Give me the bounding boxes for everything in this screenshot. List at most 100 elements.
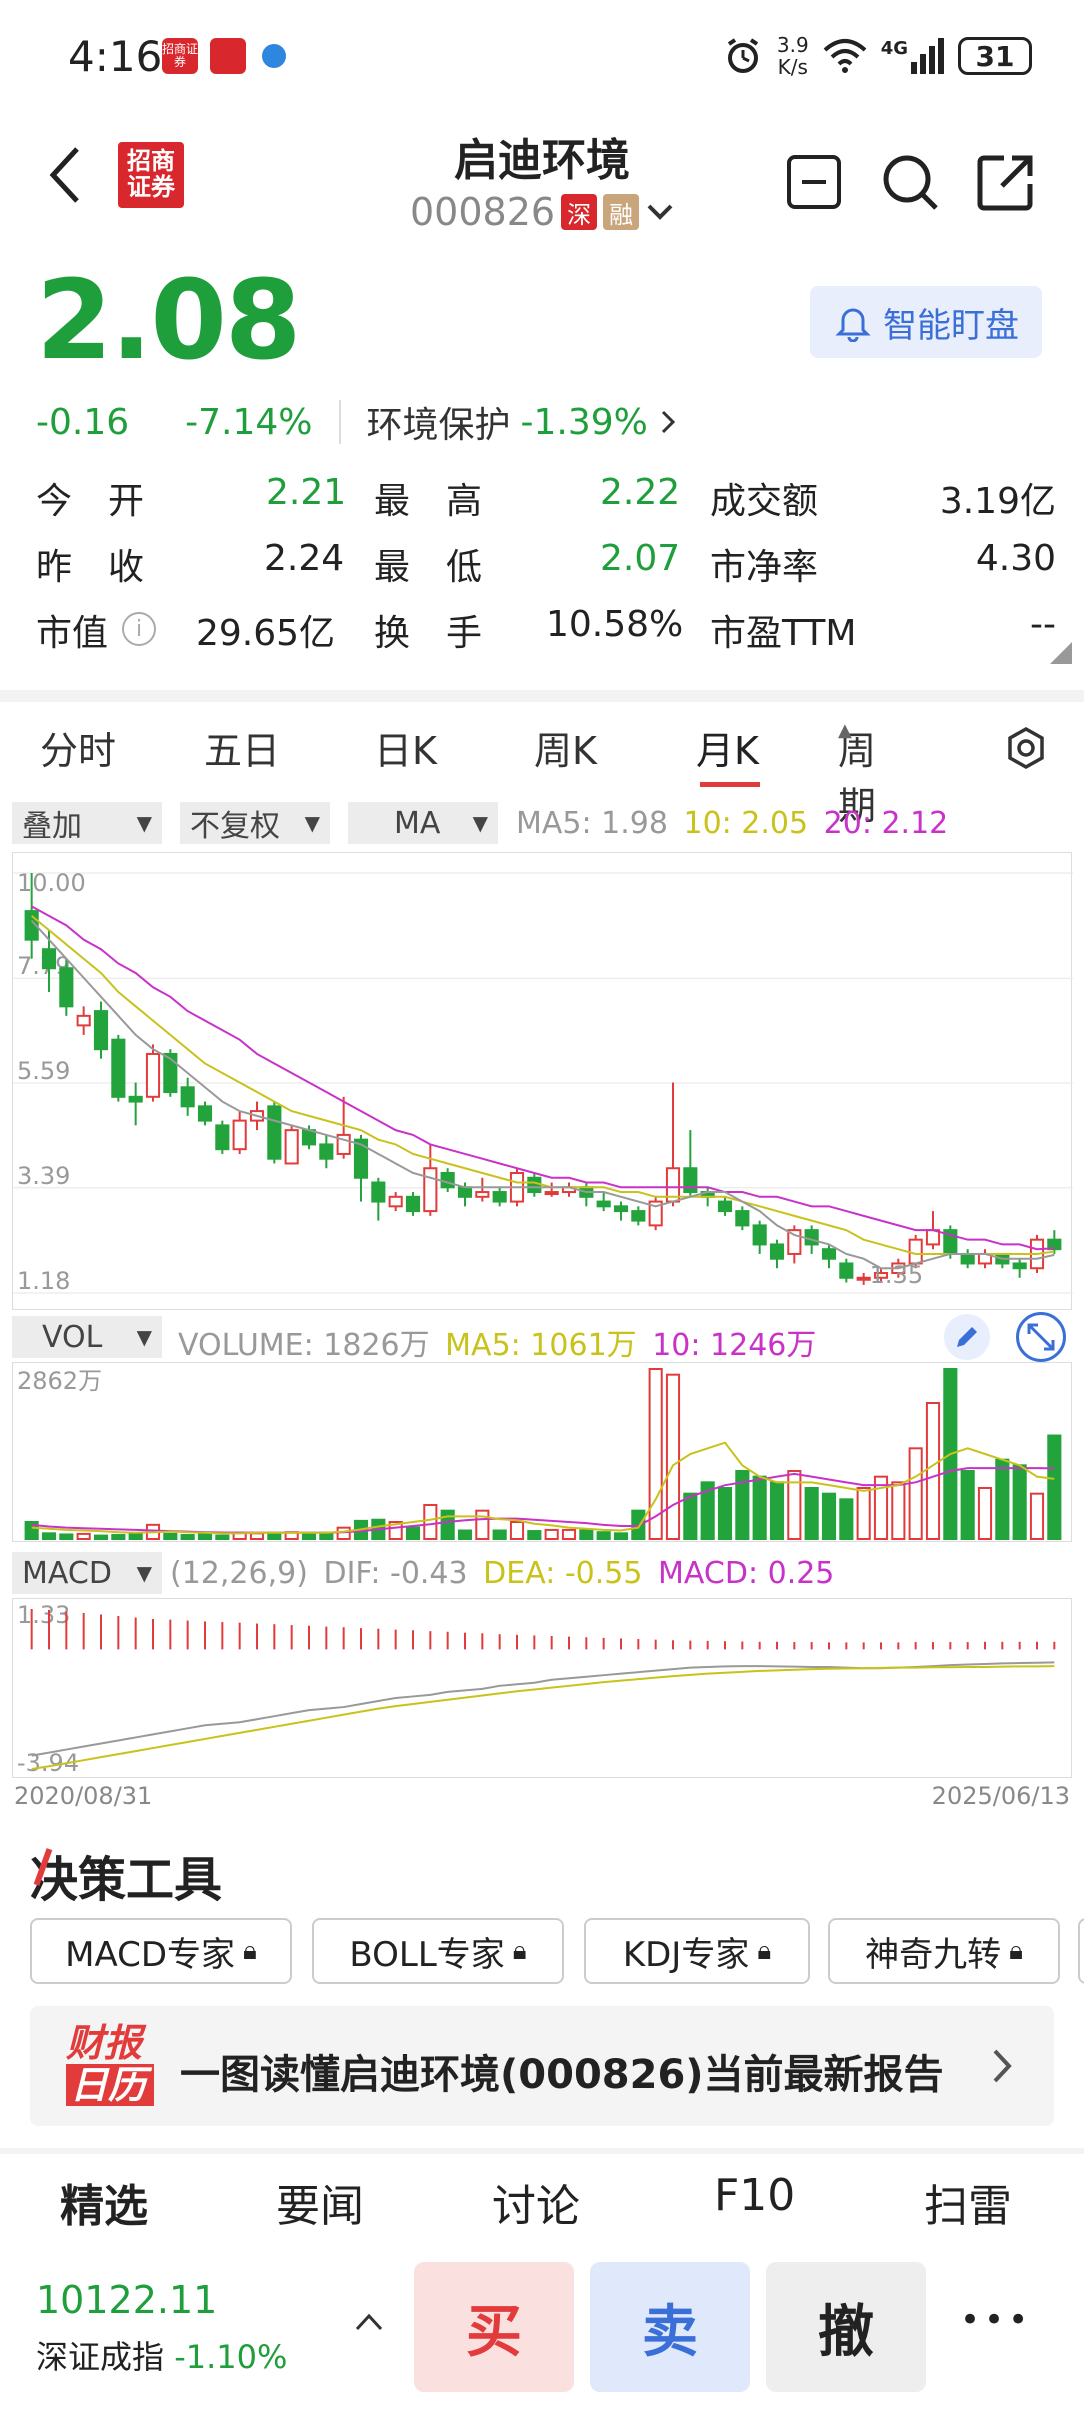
candle-body bbox=[804, 1229, 819, 1246]
x-axis-end: 2025/06/13 bbox=[931, 1782, 1070, 1810]
min-price-label: 1.35 bbox=[870, 1261, 923, 1289]
draw-button[interactable] bbox=[944, 1314, 990, 1360]
volume-bar bbox=[908, 1447, 923, 1540]
tab-discussion[interactable]: 讨论 bbox=[492, 2181, 580, 2232]
report-banner[interactable]: 财报 日历 一图读懂启迪环境(000826)当前最新报告 bbox=[30, 2006, 1054, 2126]
tab-f10[interactable]: F10 bbox=[714, 2170, 796, 2221]
share-button[interactable] bbox=[976, 152, 1036, 212]
candle-body bbox=[41, 948, 57, 970]
tab-monthly-k[interactable]: 月K bbox=[696, 729, 759, 773]
volume-bar bbox=[960, 1470, 975, 1540]
volume-bar bbox=[873, 1475, 889, 1540]
sector-link[interactable]: 环境保护 -1.39% bbox=[367, 396, 678, 448]
tab-daily-k[interactable]: 日K bbox=[374, 729, 437, 773]
candle-body bbox=[752, 1224, 767, 1246]
stock-code-selector[interactable]: 000826 深 融 bbox=[410, 190, 675, 234]
tab-risk-scan[interactable]: 扫雷 bbox=[924, 2181, 1012, 2232]
candle-body bbox=[457, 1186, 473, 1198]
adjust-dropdown[interactable]: 不复权 ▼ bbox=[180, 802, 330, 844]
kdj-expert-button[interactable]: KDJ专家 🔒︎ bbox=[584, 1918, 810, 1984]
tools-title: 决策工具 bbox=[30, 1852, 223, 1908]
stock-title: 启迪环境 bbox=[454, 135, 630, 186]
more-tool-button[interactable] bbox=[1078, 1918, 1084, 1984]
candle-body bbox=[735, 1210, 750, 1227]
volume-bar bbox=[76, 1532, 91, 1540]
volume-bar bbox=[613, 1532, 629, 1540]
ma-dropdown[interactable]: MA ▼ bbox=[348, 802, 498, 844]
volume-bar bbox=[769, 1481, 785, 1541]
lock-icon: 🔒︎ bbox=[757, 1935, 772, 1966]
tab-five-day[interactable]: 五日 bbox=[204, 729, 281, 773]
candle-body bbox=[908, 1238, 923, 1265]
info-icon[interactable]: i bbox=[122, 612, 156, 646]
volume-bar bbox=[388, 1521, 403, 1540]
cancel-order-button[interactable]: 撤 bbox=[766, 2262, 926, 2392]
dea-line bbox=[31, 1665, 1055, 1770]
vol-dropdown[interactable]: VOL ▼ bbox=[12, 1316, 162, 1358]
index-pct: -1.10% bbox=[174, 2338, 288, 2376]
boll-expert-button[interactable]: BOLL专家 🔒︎ bbox=[312, 1918, 564, 1984]
settings-icon[interactable] bbox=[1004, 726, 1048, 770]
volume-bar bbox=[440, 1509, 455, 1541]
back-button[interactable] bbox=[40, 140, 90, 210]
candle-body bbox=[197, 1105, 213, 1122]
tab-weekly-k[interactable]: 周K bbox=[534, 729, 597, 773]
buy-button[interactable]: 买 bbox=[414, 2262, 574, 2392]
minimize-button[interactable] bbox=[786, 154, 842, 210]
stat-label: 最 高 bbox=[374, 481, 483, 522]
report-logo: 财报 日历 bbox=[66, 2022, 154, 2110]
tab-news[interactable]: 要闻 bbox=[276, 2181, 364, 2232]
candle-body bbox=[59, 967, 74, 1008]
macd-max-label: 1.33 bbox=[17, 1601, 70, 1629]
candle-body bbox=[215, 1124, 230, 1151]
status-time: 4:16 bbox=[68, 32, 163, 81]
fullscreen-button[interactable] bbox=[1016, 1312, 1066, 1362]
dropdown-icon: ▼ bbox=[136, 1561, 152, 1585]
volume-bar bbox=[163, 1532, 178, 1540]
candle-body bbox=[284, 1129, 299, 1165]
macd-expert-button[interactable]: MACD专家 🔒︎ bbox=[30, 1918, 292, 1984]
expand-corner-icon[interactable] bbox=[1050, 642, 1072, 664]
volume-bar bbox=[735, 1470, 750, 1540]
macd-legend: (12,26,9) DIF: -0.43 DEA: -0.55 MACD: 0.… bbox=[170, 1556, 835, 1591]
stock-code: 000826 bbox=[410, 190, 556, 234]
tab-featured[interactable]: 精选 bbox=[60, 2181, 148, 2232]
kline-chart[interactable]: 10.007.795.593.391.181.35 bbox=[12, 852, 1073, 1310]
candle-body bbox=[631, 1210, 646, 1222]
more-button[interactable]: ••• bbox=[960, 2300, 1033, 2340]
divider bbox=[338, 400, 341, 444]
lock-icon: 🔒︎ bbox=[512, 1935, 527, 1966]
macd-dropdown[interactable]: MACD ▼ bbox=[12, 1552, 162, 1594]
index-ticker[interactable]: 10122.11 深证成指 -1.10% bbox=[36, 2278, 287, 2378]
sell-button[interactable]: 卖 bbox=[590, 2262, 750, 2392]
candle-body bbox=[475, 1191, 490, 1198]
tab-intraday[interactable]: 分时 bbox=[40, 729, 117, 773]
stat-label: 市值 bbox=[36, 613, 109, 654]
volume-bar bbox=[683, 1492, 698, 1541]
market-tag: 深 bbox=[561, 194, 598, 230]
volume-bar bbox=[492, 1529, 507, 1540]
ma20-line bbox=[31, 905, 1055, 1251]
volume-bar bbox=[509, 1521, 525, 1540]
stats-row: 市值 i 29.65亿 换 手 10.58% 市盈TTM -- bbox=[36, 604, 1056, 664]
candle-body bbox=[821, 1248, 837, 1260]
volume-bar bbox=[821, 1492, 837, 1541]
candle-body bbox=[232, 1119, 247, 1151]
overlay-dropdown[interactable]: 叠加 ▼ bbox=[12, 802, 162, 844]
candle-body bbox=[180, 1086, 195, 1108]
magic-nine-button[interactable]: 神奇九转 🔒︎ bbox=[828, 1918, 1060, 1984]
volume-chart[interactable]: 2862万 bbox=[12, 1362, 1072, 1542]
macd-chart[interactable]: 1.33 -3.94 bbox=[12, 1598, 1072, 1778]
lock-icon: 🔒︎ bbox=[243, 1935, 257, 1966]
volume-bar bbox=[787, 1470, 802, 1540]
candle-body bbox=[371, 1181, 386, 1203]
candle-body bbox=[111, 1038, 126, 1098]
candle-body bbox=[873, 1272, 889, 1279]
volume-bar bbox=[215, 1534, 230, 1541]
search-button[interactable] bbox=[880, 152, 940, 212]
chevron-up-icon[interactable] bbox=[354, 2312, 384, 2332]
smart-watch-button[interactable]: 智能盯盘 bbox=[810, 286, 1042, 358]
candle-body bbox=[839, 1262, 854, 1279]
candle-body bbox=[492, 1191, 507, 1203]
